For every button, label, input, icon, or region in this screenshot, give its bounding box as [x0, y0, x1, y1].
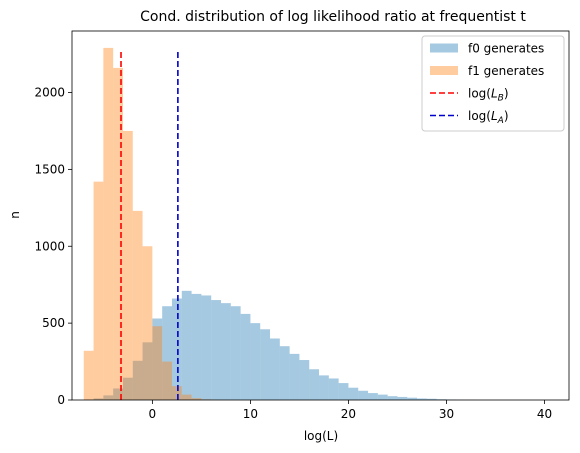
x-axis-label: log(L) [304, 429, 338, 443]
bar-series1-bin1 [93, 181, 104, 400]
bar-series0-bin9 [171, 298, 182, 400]
bar-series1-bin2 [103, 47, 114, 400]
bar-series0-bin13 [211, 300, 222, 400]
bar-series0-bin21 [289, 353, 300, 400]
bar-series0-bin24 [319, 375, 329, 400]
x-tick-label-1: 10 [243, 407, 258, 421]
legend-label-vline-1: log(LA) [468, 109, 509, 126]
bar-series1-bin3 [113, 67, 123, 401]
bar-series0-bin27 [348, 387, 359, 400]
bar-series1-bin6 [142, 246, 153, 400]
bar-series0-bin2 [103, 395, 114, 400]
threshold-lines [120, 49, 179, 400]
x-tick-label-2: 20 [341, 407, 356, 421]
x-tick-label-4: 40 [537, 407, 552, 421]
legend-label-vline-0: log(LB) [468, 87, 509, 104]
bar-series0-bin30 [377, 394, 388, 400]
bar-series0-bin12 [201, 295, 212, 400]
chart-title: Cond. distribution of log likelihood rat… [140, 9, 526, 25]
bar-series1-bin4 [122, 130, 133, 400]
legend-swatch-1 [430, 66, 458, 75]
bar-series0-bin15 [230, 306, 241, 400]
x-tick-label-0: 0 [149, 407, 157, 421]
y-tick-label-2: 1000 [34, 239, 65, 253]
bar-series0-bin16 [240, 313, 251, 400]
bar-series0-bin29 [368, 393, 378, 400]
bar-series0-bin32 [397, 396, 408, 400]
bar-series1-bin8 [162, 361, 172, 400]
bar-series0-bin28 [358, 390, 369, 400]
bar-series0-bin1 [93, 398, 104, 400]
bar-series1-bin0 [83, 350, 94, 400]
bar-series0-bin31 [387, 396, 398, 400]
bar-series0-bin10 [181, 290, 192, 400]
bar-series0-bin22 [299, 360, 310, 400]
bar-series0-bin26 [338, 383, 349, 400]
bar-series1-bin5 [132, 210, 143, 400]
bar-series0-bin7 [152, 318, 163, 400]
bar-series0-bin14 [221, 303, 231, 400]
bar-series0-bin6 [142, 342, 153, 400]
bar-series1-bin9 [171, 386, 182, 400]
legend-label-1: f1 generates [468, 64, 544, 78]
bar-series0-bin11 [191, 293, 202, 400]
y-axis-ticks: 0 500 1000 1500 2000 [34, 86, 72, 407]
bar-series0-bin19 [270, 338, 280, 400]
bar-series0-bin4 [122, 377, 133, 400]
legend-items: f0 generates f1 generates log(LB) log(LA) [430, 42, 544, 126]
bar-series0-bin17 [250, 323, 261, 400]
bar-series1-bin11 [191, 398, 202, 400]
legend-box [421, 35, 565, 132]
bar-series0-bin5 [132, 360, 143, 400]
y-axis-label: n [8, 211, 22, 219]
bar-series0-bin8 [162, 306, 172, 400]
plot-frame [71, 30, 570, 401]
y-tick-label-3: 1500 [34, 162, 65, 176]
bar-series0-bin25 [328, 378, 339, 400]
y-tick-label-4: 2000 [34, 86, 65, 100]
x-axis-ticks: 0 10 20 30 40 [149, 400, 552, 421]
legend: f0 generates f1 generates log(LB) log(LA) [421, 35, 565, 132]
bar-series1-bin10 [181, 394, 192, 400]
bar-series0-bin23 [309, 369, 320, 400]
bar-series0-bin33 [407, 397, 418, 400]
bar-series0-bin3 [113, 388, 123, 400]
y-tick-label-1: 500 [42, 316, 65, 330]
bar-series0-bin35 [426, 398, 437, 400]
legend-swatch-0 [430, 43, 458, 53]
bar-series0-bin34 [417, 398, 427, 400]
y-tick-label-0: 0 [57, 393, 65, 407]
x-tick-label-3: 30 [439, 407, 454, 421]
legend-label-0: f0 generates [468, 42, 544, 56]
bar-series0-bin18 [260, 329, 271, 400]
histogram-bars [83, 47, 476, 401]
bar-series0-bin20 [279, 346, 290, 400]
bar-series1-bin7 [152, 326, 163, 400]
